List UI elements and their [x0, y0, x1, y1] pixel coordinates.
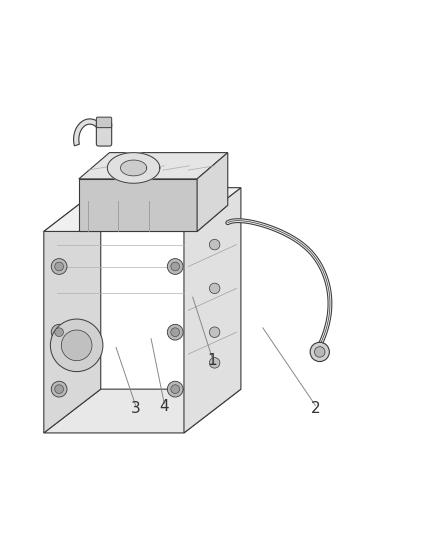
Polygon shape: [79, 152, 228, 179]
Polygon shape: [44, 188, 241, 231]
Circle shape: [55, 262, 64, 271]
Circle shape: [314, 346, 325, 357]
Circle shape: [55, 328, 64, 336]
Circle shape: [171, 328, 180, 336]
FancyBboxPatch shape: [96, 122, 112, 146]
FancyBboxPatch shape: [96, 117, 112, 128]
Polygon shape: [120, 160, 147, 176]
Polygon shape: [107, 152, 160, 183]
Circle shape: [209, 283, 220, 294]
Circle shape: [51, 259, 67, 274]
Circle shape: [167, 381, 183, 397]
Circle shape: [171, 385, 180, 393]
Text: 2: 2: [311, 401, 320, 416]
Text: 4: 4: [159, 399, 169, 414]
Polygon shape: [79, 179, 197, 231]
Text: 3: 3: [131, 401, 141, 416]
Polygon shape: [197, 152, 228, 231]
Circle shape: [310, 342, 329, 361]
Circle shape: [209, 358, 220, 368]
Polygon shape: [44, 188, 101, 433]
Circle shape: [51, 324, 67, 340]
Circle shape: [171, 262, 180, 271]
Circle shape: [167, 324, 183, 340]
Polygon shape: [79, 205, 228, 231]
Polygon shape: [74, 119, 103, 146]
Polygon shape: [184, 188, 241, 433]
Circle shape: [50, 319, 103, 372]
Polygon shape: [44, 389, 241, 433]
Circle shape: [167, 259, 183, 274]
Circle shape: [55, 385, 64, 393]
Circle shape: [209, 327, 220, 337]
Text: 1: 1: [208, 353, 217, 368]
Circle shape: [209, 239, 220, 250]
Circle shape: [61, 330, 92, 361]
Circle shape: [51, 381, 67, 397]
